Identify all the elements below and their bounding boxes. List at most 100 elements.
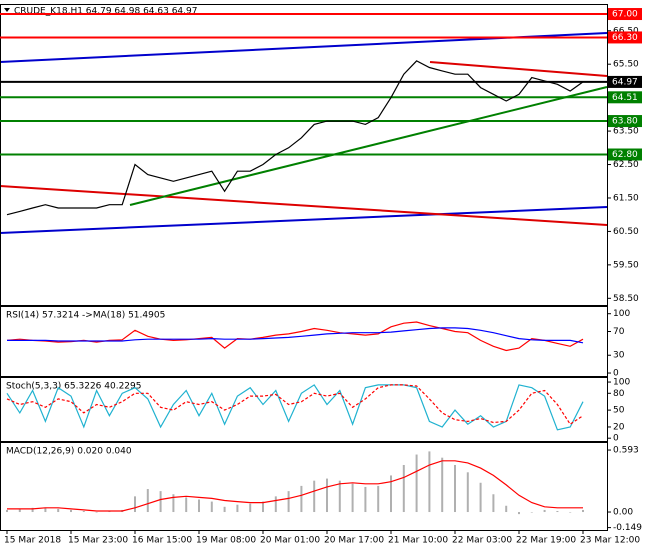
y-tick-label: 63.50 <box>613 127 639 137</box>
histogram-bar <box>402 464 405 513</box>
level-label: 62.80 <box>612 150 638 160</box>
trend-line <box>429 61 608 77</box>
histogram-bar <box>185 497 188 513</box>
histogram-bar <box>31 507 34 513</box>
y-tick-label: 59.50 <box>613 260 639 270</box>
histogram-bar <box>70 509 72 513</box>
level-label: 67.00 <box>612 10 638 20</box>
trend-line <box>0 206 608 234</box>
series-line <box>6 384 584 431</box>
y-tick-label: 66.50 <box>613 26 639 36</box>
histogram-bar <box>300 485 303 513</box>
x-tick-label: 23 Mar 12:00 <box>580 536 640 546</box>
histogram-bar <box>415 454 418 513</box>
series-line <box>7 460 583 512</box>
histogram-bar <box>210 501 213 513</box>
x-tick-label: 15 Mar 2018 <box>4 536 61 546</box>
x-tick-label: 20 Mar 17:00 <box>324 536 384 546</box>
chart-title: CRUDE_K18,H1 64.79 64.98 64.63 64.97 <box>14 7 197 17</box>
histogram-bar <box>313 480 316 513</box>
histogram-bar <box>6 509 8 513</box>
level-box <box>608 148 642 161</box>
histogram-bar <box>274 496 277 513</box>
histogram-bar <box>249 503 252 513</box>
histogram-bar <box>146 489 149 513</box>
histogram-bar <box>492 494 495 513</box>
y-tick-label: 20 <box>613 422 625 432</box>
panel-title: Stoch(5,3,3) 65.3226 40.2295 <box>6 382 141 392</box>
y-tick-label: 100 <box>613 309 630 319</box>
histogram-bar <box>428 451 431 513</box>
histogram-bar <box>57 508 60 513</box>
level-box <box>608 115 642 128</box>
level-box <box>608 31 642 44</box>
histogram-bar <box>223 506 226 513</box>
histogram-bar <box>159 491 162 513</box>
x-tick-label: 16 Mar 15:00 <box>132 536 192 546</box>
panel-frame <box>0 442 608 531</box>
level-box <box>608 75 642 88</box>
histogram-bar <box>582 509 584 513</box>
histogram-bar <box>364 486 367 513</box>
histogram-bar <box>441 457 444 513</box>
menu-arrow <box>4 8 10 12</box>
y-tick-label: 62.50 <box>613 160 639 170</box>
y-tick-label: 50 <box>613 406 625 416</box>
histogram-bar <box>262 501 264 513</box>
y-tick-label: -0.149 <box>613 523 642 533</box>
y-tick-label: 80 <box>613 389 625 399</box>
x-tick-label: 22 Mar 19:00 <box>516 536 576 546</box>
histogram-bar <box>556 510 559 513</box>
histogram-bar <box>82 510 85 513</box>
histogram-bar <box>505 505 508 513</box>
histogram-bar <box>95 512 98 513</box>
histogram-bar <box>287 491 290 513</box>
y-tick-label: 30 <box>613 351 625 361</box>
level-label: 64.97 <box>612 77 638 87</box>
y-tick-label: 0 <box>613 369 619 379</box>
y-tick-label: 0 <box>613 434 619 444</box>
histogram-bar <box>518 512 520 515</box>
x-tick-label: 20 Mar 01:00 <box>260 536 320 546</box>
histogram-bar <box>326 478 328 513</box>
y-tick-label: 58.50 <box>613 294 639 304</box>
histogram-bar <box>351 483 354 513</box>
level-box <box>608 8 642 21</box>
histogram-bar <box>134 496 136 513</box>
x-tick-label: 19 Mar 08:00 <box>196 536 256 546</box>
histogram-bar <box>198 499 200 513</box>
histogram-bar <box>569 512 572 513</box>
y-tick-label: 100 <box>613 378 630 388</box>
x-tick-label: 15 Mar 23:00 <box>68 536 128 546</box>
x-tick-label: 21 Mar 10:00 <box>388 536 448 546</box>
histogram-bar <box>338 480 341 513</box>
histogram-bar <box>172 494 175 513</box>
histogram-bar <box>543 509 546 513</box>
panel-frame <box>0 377 608 442</box>
histogram-bar <box>377 485 380 513</box>
panel-title: MACD(12,26,9) 0.020 0.040 <box>6 447 132 457</box>
panel-frame <box>0 306 608 377</box>
histogram-bar <box>18 508 21 513</box>
y-tick-label: 60.50 <box>613 227 639 237</box>
y-tick-label: 65.50 <box>613 60 639 70</box>
y-tick-label: 0.00 <box>613 508 633 518</box>
x-tick-label: 22 Mar 03:00 <box>452 536 512 546</box>
panel-title: RSI(14) 57.3214 ->MA(18) 51.4905 <box>6 311 165 321</box>
histogram-bar <box>454 464 456 513</box>
histogram-bar <box>530 512 533 513</box>
level-label: 63.80 <box>612 117 638 127</box>
trend-line <box>0 185 608 226</box>
histogram-bar <box>390 475 392 513</box>
level-label: 64.51 <box>612 93 638 103</box>
series-line <box>6 384 584 426</box>
trend-line <box>129 86 608 206</box>
y-tick-label: 61.50 <box>613 193 639 203</box>
y-tick-label: 70 <box>613 327 625 337</box>
level-box <box>608 91 642 104</box>
y-tick-label: 0.593 <box>613 446 639 456</box>
histogram-bar <box>479 482 482 513</box>
histogram-bar <box>236 504 239 513</box>
